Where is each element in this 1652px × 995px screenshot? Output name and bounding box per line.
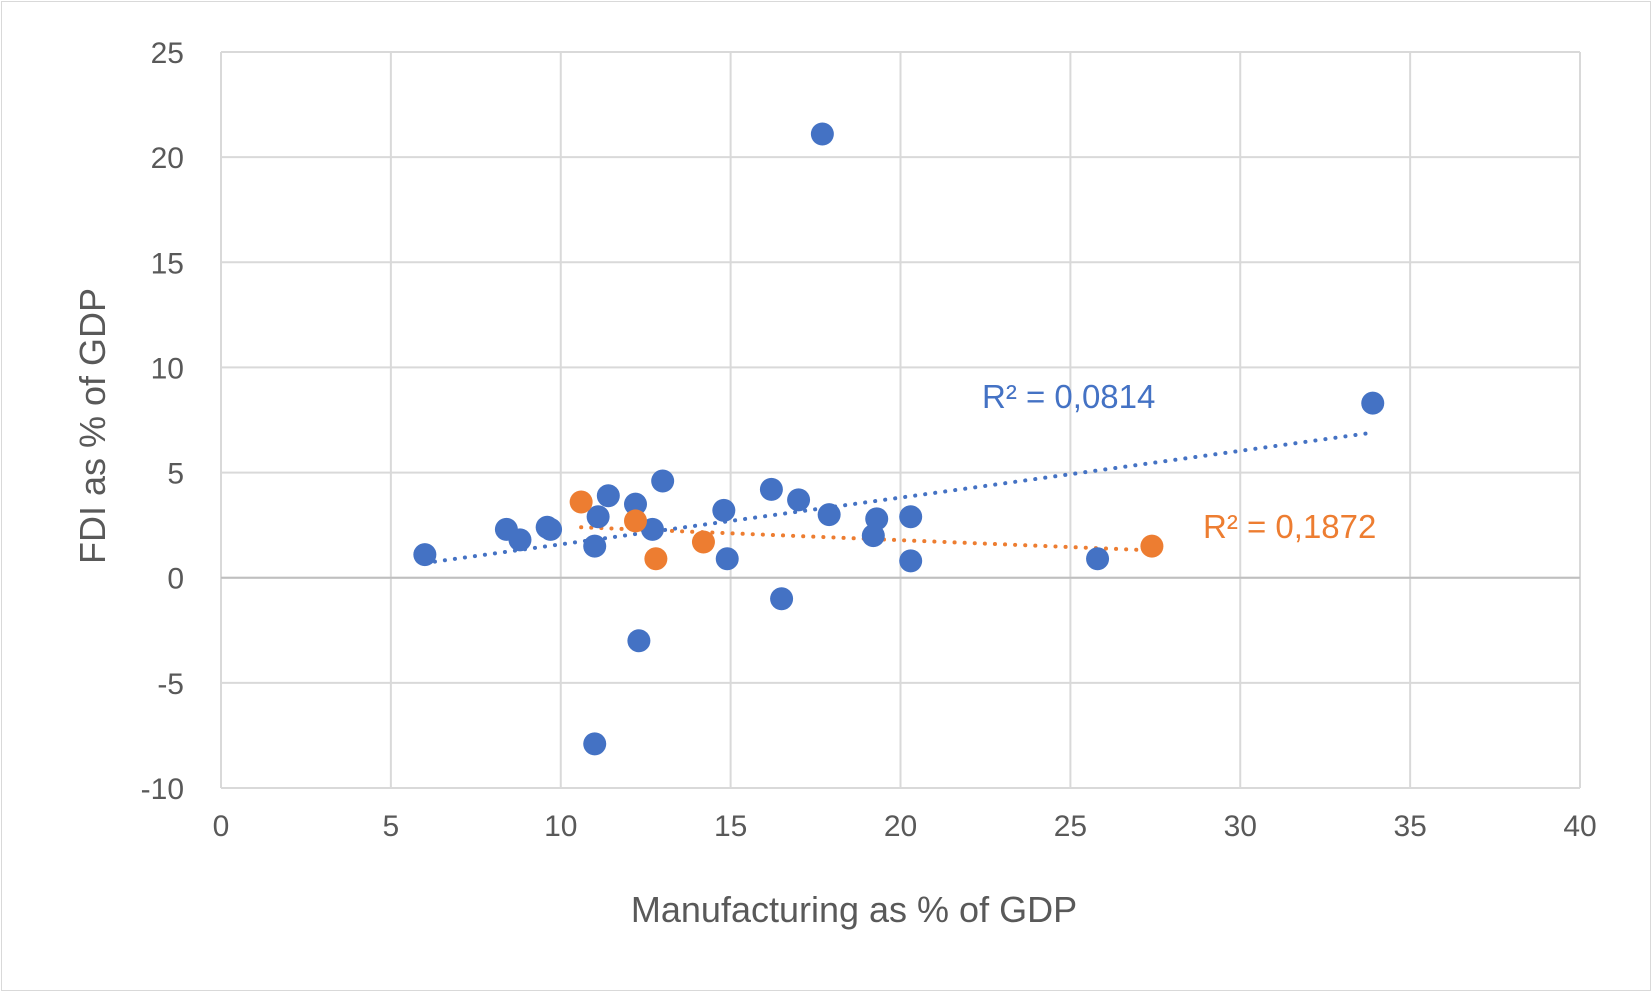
x-tick-label: 10 <box>544 810 577 843</box>
trendline-series-0 <box>422 430 1375 565</box>
data-point-series-0 <box>810 122 834 146</box>
data-point-series-0 <box>583 534 607 558</box>
y-tick-label: 15 <box>151 247 184 280</box>
data-point-series-1 <box>691 530 715 554</box>
r2-label-blue: R² = 0,0814 <box>982 378 1155 415</box>
x-tick-label: 30 <box>1224 810 1257 843</box>
data-point-series-1 <box>1140 534 1164 558</box>
data-point-series-0 <box>770 587 794 611</box>
y-tick-label: 20 <box>151 142 184 175</box>
x-axis-title: Manufacturing as % of GDP <box>631 889 1077 930</box>
data-point-series-0 <box>1361 391 1385 415</box>
x-tick-label: 15 <box>714 810 747 843</box>
x-tick-label: 25 <box>1054 810 1087 843</box>
data-point-series-1 <box>623 509 647 533</box>
trendlines <box>422 430 1375 565</box>
data-point-series-1 <box>569 490 593 514</box>
data-point-series-0 <box>539 517 563 541</box>
data-point-series-0 <box>640 517 664 541</box>
data-point-series-0 <box>627 629 651 653</box>
y-tick-label: 10 <box>151 352 184 385</box>
x-tick-label: 20 <box>884 810 917 843</box>
y-tick-label: 25 <box>151 37 184 70</box>
data-point-series-0 <box>899 549 923 573</box>
data-point-series-0 <box>787 488 811 512</box>
data-point-series-0 <box>865 507 889 531</box>
data-point-series-0 <box>712 498 736 522</box>
x-tick-label: 0 <box>213 810 230 843</box>
y-tick-label: -10 <box>141 773 184 806</box>
y-axis-title: FDI as % of GDP <box>72 288 113 564</box>
data-point-series-0 <box>899 505 923 529</box>
data-point-series-0 <box>508 528 532 552</box>
x-tick-label: 35 <box>1393 810 1426 843</box>
x-tick-label: 40 <box>1563 810 1596 843</box>
y-tick-label: 5 <box>167 458 184 491</box>
data-point-series-0 <box>623 492 647 516</box>
y-tick-label: -5 <box>157 668 184 701</box>
data-point-series-1 <box>644 547 668 571</box>
tick-labels: 0 5 10 15 20 25 30 35 40 -10 -5 0 5 10 15 20 25 <box>141 37 1597 843</box>
data-point-series-0 <box>596 484 620 508</box>
gridlines <box>220 51 1581 789</box>
data-point-series-0 <box>715 547 739 571</box>
data-point-series-0 <box>759 477 783 501</box>
data-points <box>413 122 1385 756</box>
trendline-series-1 <box>579 525 1154 553</box>
data-point-series-0 <box>586 505 610 529</box>
data-point-series-0 <box>413 543 437 567</box>
x-tick-label: 5 <box>383 810 400 843</box>
data-point-series-0 <box>1086 547 1110 571</box>
r2-label-orange: R² = 0,1872 <box>1203 508 1376 545</box>
data-point-series-0 <box>817 503 841 527</box>
y-tick-label: 0 <box>167 563 184 596</box>
data-point-series-0 <box>651 469 675 493</box>
data-point-series-0 <box>583 732 607 756</box>
